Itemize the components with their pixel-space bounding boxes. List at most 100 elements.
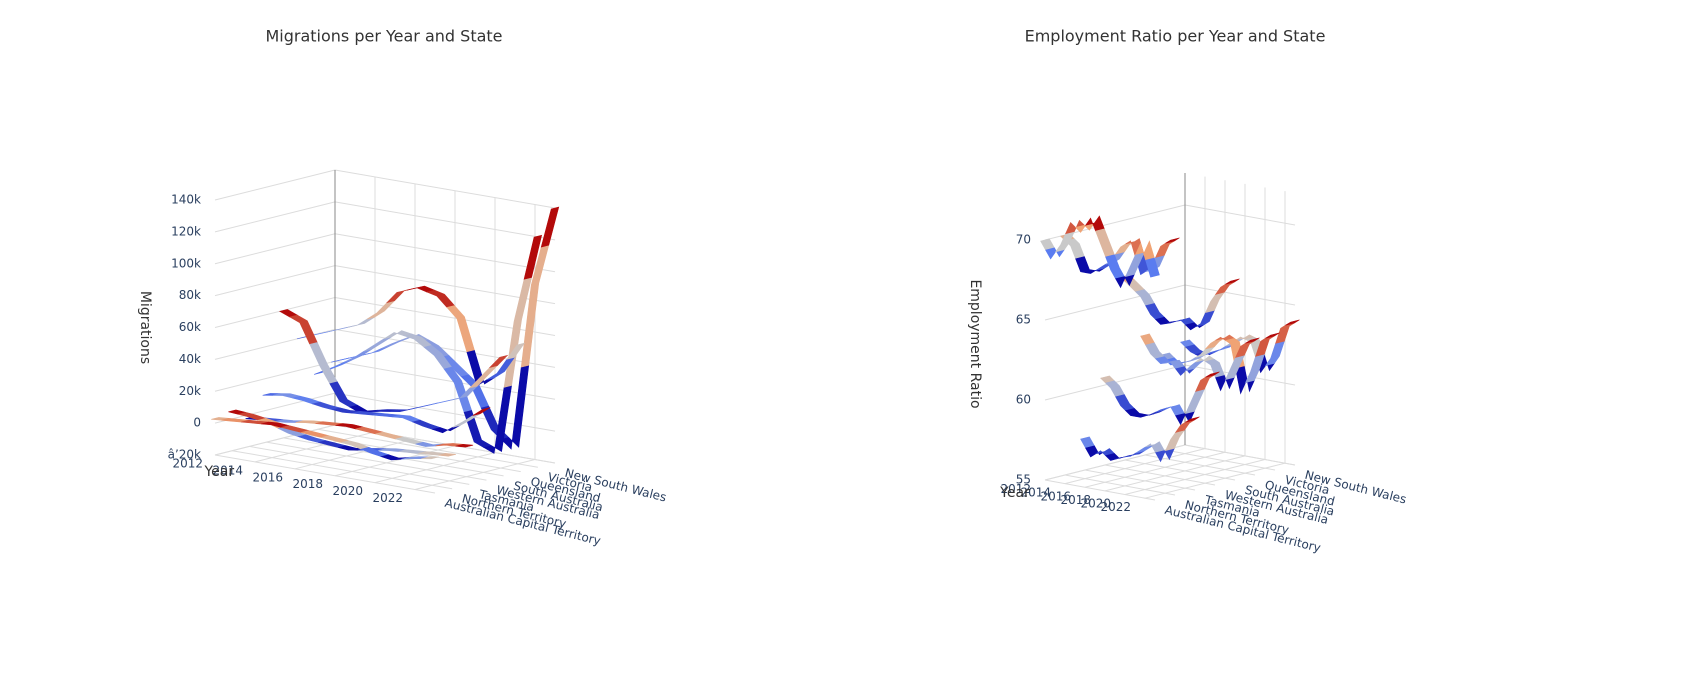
floor-grid-line: [1164, 449, 1276, 471]
ribbon-segment: [472, 407, 491, 416]
x-axis-title: Year: [999, 485, 1030, 501]
floor-grid-line: [1104, 464, 1216, 486]
ribbon: [1100, 371, 1220, 426]
ribbon-segment: [1204, 337, 1225, 350]
ribbon-segment: [540, 206, 560, 248]
ribbon: [211, 417, 439, 461]
floor-grid-line: [317, 428, 538, 468]
z-tick-label: 100k: [171, 256, 201, 270]
z-grid-line: [334, 233, 556, 273]
x-tick-label: 2018: [292, 477, 323, 491]
z-grid-line: [334, 169, 556, 209]
ribbon-segment: [1135, 289, 1155, 306]
ribbon: [1040, 215, 1160, 289]
x-tick-label: 2018: [1060, 493, 1091, 507]
ribbon-segment: [425, 289, 456, 308]
floor-grid-line: [1064, 474, 1176, 496]
x-tick-label: 2012: [172, 457, 203, 471]
z-tick-label: 0: [193, 416, 201, 430]
ribbon: [296, 285, 526, 387]
ribbon-segment: [1165, 429, 1186, 451]
ribbon-segment: [1105, 380, 1125, 398]
z-tick-label: 40k: [179, 352, 201, 366]
z-grid-line: [1184, 444, 1296, 466]
x-grid-line: [374, 452, 496, 484]
ribbon-segment: [1205, 291, 1226, 313]
ribbon-segment: [363, 336, 392, 352]
z-axis-title: Migrations: [137, 291, 153, 364]
ribbon-segment: [1145, 257, 1160, 278]
floor-grid-line: [232, 450, 453, 490]
z-tick-label: 55: [1016, 473, 1031, 487]
floor-grid-line: [1084, 469, 1196, 491]
z-tick-label: â’20k: [168, 448, 201, 462]
ribbon: [1140, 333, 1260, 392]
ribbon-segment: [438, 453, 456, 457]
ribbon-segment: [1245, 337, 1260, 344]
ribbon-segment: [1204, 358, 1225, 379]
ribbon-segment: [1185, 416, 1200, 423]
x-grid-line: [1124, 459, 1266, 496]
z-grid-line: [214, 360, 336, 392]
ribbon-segment: [1155, 240, 1175, 258]
x-tick-label: 2016: [1040, 489, 1071, 503]
ribbon-segment: [1264, 340, 1285, 367]
x-grid-line: [1104, 455, 1246, 492]
ribbon-segment: [1225, 278, 1240, 285]
z-grid-line: [214, 265, 336, 297]
ribbon-segment: [1185, 388, 1205, 414]
ribbon-segment: [1265, 332, 1280, 339]
ribbon-segment: [1075, 256, 1095, 273]
floor-grid-line: [249, 445, 470, 485]
ribbon-segment: [1145, 303, 1165, 320]
x-tick-label: 2012: [1000, 482, 1031, 496]
x-grid-line: [1084, 451, 1226, 488]
ribbon-segment: [309, 342, 338, 385]
floor-grid-line: [1124, 459, 1236, 481]
z-tick-label: 60: [1016, 393, 1031, 407]
x-tick-label: 2020: [332, 484, 363, 498]
z-grid-line: [214, 233, 336, 265]
z-grid-line: [334, 328, 556, 368]
x-axis-title: Year: [203, 464, 234, 480]
ribbon-segment: [1285, 319, 1300, 326]
z-grid-line: [214, 169, 336, 201]
x-tick-label: 2014: [1020, 486, 1051, 500]
x-grid-line: [254, 431, 376, 463]
ribbon-segment: [1165, 237, 1180, 244]
x-grid-line: [414, 459, 536, 491]
z-tick-label: 140k: [171, 193, 201, 207]
ribbon-segment: [411, 419, 442, 430]
ribbon-segment: [1105, 254, 1125, 280]
ribbon-segment: [1115, 394, 1135, 411]
ribbon-segment: [421, 456, 439, 460]
ribbon-segment: [1095, 228, 1115, 258]
ribbon: [1120, 274, 1240, 331]
x-grid-line: [334, 445, 456, 477]
x-tick-label: 2020: [1080, 497, 1111, 511]
ribbon-segment: [1205, 371, 1220, 378]
z-grid-line: [214, 392, 336, 424]
ribbon: [279, 309, 509, 414]
x-grid-line: [214, 424, 336, 456]
z-grid-line: [1044, 284, 1186, 321]
x-tick-label: 2016: [252, 470, 283, 484]
z-grid-line: [334, 265, 556, 305]
z-grid-line: [1184, 284, 1296, 306]
floor-grid-line: [1144, 454, 1256, 476]
ribbon: [245, 416, 474, 448]
z-tick-label: 120k: [171, 224, 201, 238]
z-tick-label: 80k: [179, 288, 201, 302]
z-axis-title: Employment Ratio: [967, 279, 983, 408]
chart-title: Employment Ratio per Year and State: [1025, 27, 1326, 46]
x-tick-label: 2022: [372, 491, 403, 505]
ribbon-segment: [506, 342, 526, 360]
ribbon: [1080, 416, 1200, 463]
ribbon-segment: [346, 316, 375, 328]
z-grid-line: [1184, 204, 1296, 226]
x-grid-line: [1064, 448, 1206, 485]
ribbon-segment: [455, 444, 474, 448]
z-tick-label: 70: [1016, 233, 1031, 247]
ribbon-segment: [343, 349, 372, 363]
x-tick-label: 2014: [212, 463, 243, 477]
